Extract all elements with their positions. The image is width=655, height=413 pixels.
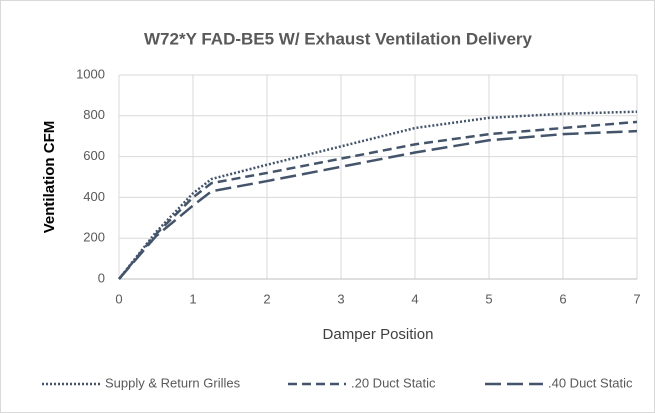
series-line [118,129,638,280]
legend-label: Supply & Return Grilles [105,375,241,390]
x-axis-label: Damper Position [323,326,434,343]
y-tick-label: 800 [83,107,105,122]
chart-title: W72*Y FAD-BE5 W/ Exhaust Ventilation Del… [144,29,533,48]
y-tick-label: 200 [83,230,105,245]
y-tick-label: 0 [98,270,105,285]
x-tick-label: 0 [115,291,122,306]
x-tick-label: 6 [559,291,566,306]
y-tick-label: 600 [83,148,105,163]
x-tick-label: 7 [633,291,640,306]
series-line [118,110,638,280]
x-tick-label: 3 [337,291,344,306]
y-tick-label: 1000 [76,66,105,81]
x-tick-label: 5 [485,291,492,306]
series-line [118,120,638,280]
legend-label: .20 Duct Static [351,375,436,390]
y-axis-label: Ventilation CFM [41,121,58,234]
x-tick-label: 2 [263,291,270,306]
legend-label: .40 Duct Static [548,375,633,390]
x-tick-label: 1 [189,291,196,306]
y-tick-label: 400 [83,189,105,204]
x-tick-label: 4 [411,291,418,306]
